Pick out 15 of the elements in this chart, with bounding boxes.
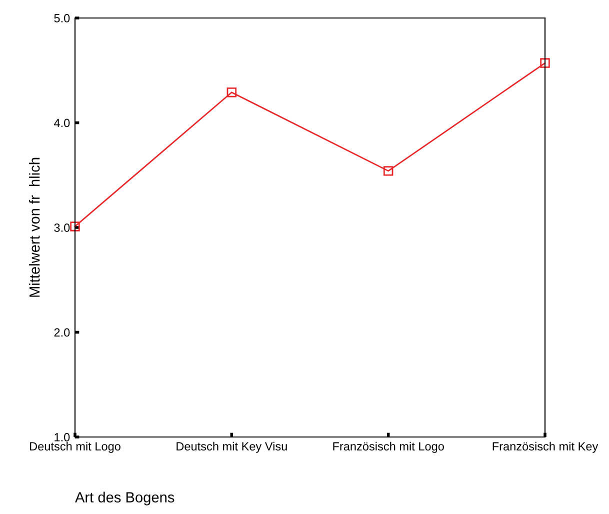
- x-axis-title: Art des Bogens: [75, 492, 174, 506]
- point: [540, 58, 550, 68]
- point: [383, 166, 394, 176]
- y-tick-label: 3.0: [54, 224, 70, 232]
- y-tick-label: 5.0: [54, 14, 70, 22]
- x-tick-label: Französisch mit Logo: [333, 442, 444, 453]
- y-axis-title: Mittelwert von fr hlich: [29, 158, 40, 297]
- y-tick-label: 4.0: [54, 118, 70, 128]
- y-tick-label: 2.0: [54, 328, 70, 337]
- point: [70, 222, 80, 232]
- point: [226, 88, 237, 98]
- y-tick-label: 1.0: [54, 433, 70, 442]
- x-tick-label: Deutsch mit Key Visu: [176, 442, 287, 453]
- x-tick-label: Französisch mit Key: [492, 442, 598, 453]
- x-tick-label: Deutsch mit Logo: [30, 442, 120, 453]
